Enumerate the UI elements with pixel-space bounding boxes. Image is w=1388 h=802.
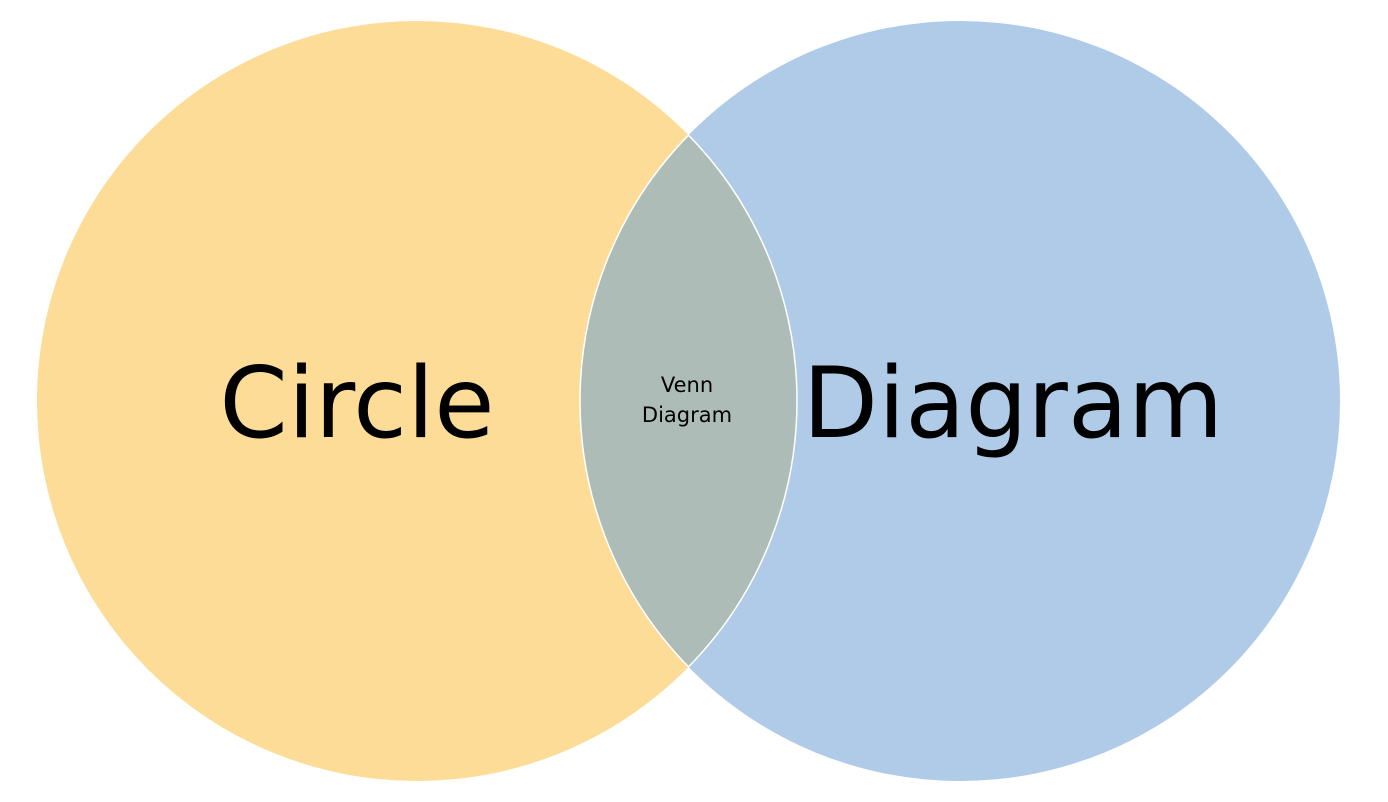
intersection-label-line1: Venn (661, 373, 713, 397)
set-label-right: Diagram (803, 347, 1224, 461)
intersection-outline-left (580, 21, 798, 781)
set-label-left: Circle (219, 347, 494, 461)
set-circle-left (37, 21, 797, 781)
intersection-label-line2: Diagram (642, 403, 732, 427)
set-circle-right (580, 21, 1340, 781)
